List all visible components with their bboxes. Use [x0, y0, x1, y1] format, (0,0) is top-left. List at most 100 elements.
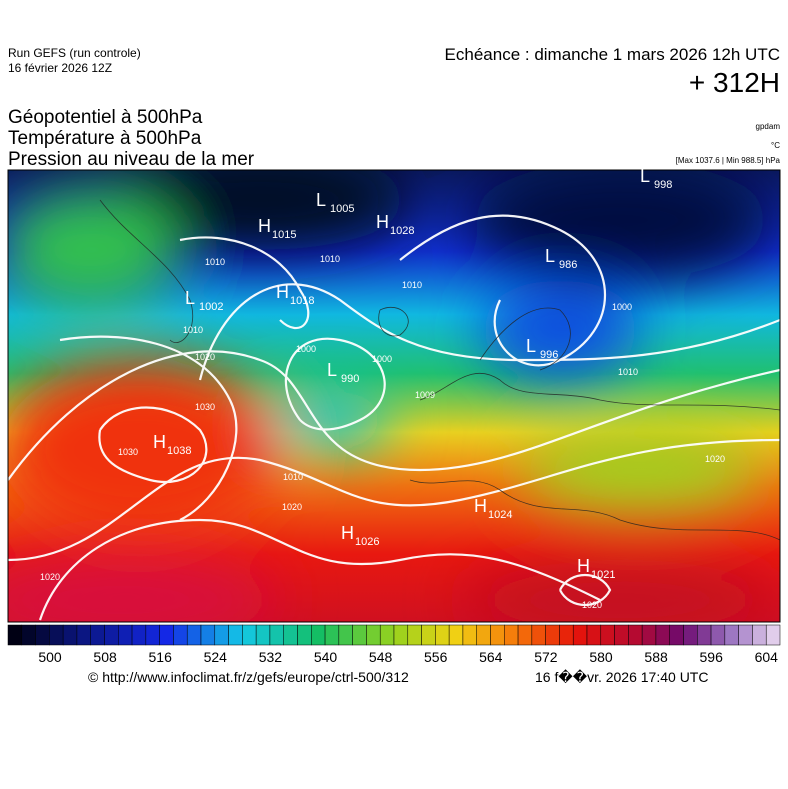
colorbar-label: 596 [700, 649, 724, 665]
colorbar-cell [435, 624, 450, 646]
title: Température à 500hPa [8, 128, 202, 149]
colorbar-cell [738, 624, 753, 646]
colorbar-cell [269, 624, 284, 646]
colorbar-cell [242, 624, 257, 646]
colorbar-cell [118, 624, 133, 646]
isobar-label: 1030 [118, 447, 138, 457]
colorbar-label: 572 [534, 649, 558, 665]
colorbar-label: 540 [314, 649, 338, 665]
isobar-label: 1020 [40, 572, 60, 582]
center-type: L [526, 336, 536, 356]
colorbar-label: 500 [38, 649, 62, 665]
colorbar-cell [600, 624, 615, 646]
colorbar-cell [462, 624, 477, 646]
lead-time: + 312H [688, 67, 780, 98]
center-value: 1021 [591, 569, 615, 581]
isobar-label: 1010 [320, 254, 340, 264]
colorbar-cell [90, 624, 105, 646]
isobar-label: 1020 [582, 600, 602, 610]
isobar-label: 1010 [183, 325, 203, 335]
colorbar-label: 516 [149, 649, 173, 665]
colorbar-cell [765, 624, 781, 646]
colorbar-cell [214, 624, 229, 646]
field [8, 170, 780, 622]
isobar-label: 1010 [618, 367, 638, 377]
colorbar-cell [531, 624, 546, 646]
colorbar-cell [62, 624, 78, 646]
colorbar-cell [283, 624, 298, 646]
colorbar-cell [559, 624, 574, 646]
colorbar-cell [476, 624, 491, 646]
center-value: 1028 [390, 225, 414, 237]
colorbar-cell [255, 624, 271, 646]
isobar-label: 1010 [205, 257, 225, 267]
center-type: H [376, 212, 389, 232]
colorbar-label: 532 [259, 649, 283, 665]
colorbar-cell [159, 624, 174, 646]
colorbar-label: 508 [93, 649, 117, 665]
colorbar-cell [407, 624, 422, 646]
colorbar-cell [311, 624, 326, 646]
title: Géopotentiel à 500hPa [8, 107, 203, 128]
colorbar: 500 508 516 524 532 540 548 556 564 572 580 588 596 6… [7, 624, 781, 665]
colorbar-cell [586, 624, 602, 646]
colorbar-cell [186, 624, 202, 646]
isobar-label: 1020 [282, 502, 302, 512]
colorbar-cell [724, 624, 739, 646]
center-value: 1026 [355, 536, 379, 548]
colorbar-cell [393, 624, 409, 646]
colorbar-label: 564 [479, 649, 503, 665]
center-value: 1005 [330, 203, 354, 215]
colorbar-cell [655, 624, 670, 646]
isobar-label: 1000 [612, 302, 632, 312]
colorbar-cell [297, 624, 312, 646]
colorbar-cell [614, 624, 629, 646]
colorbar-label: 548 [369, 649, 393, 665]
colorbar-cell [545, 624, 560, 646]
colorbar-cell [104, 624, 119, 646]
center-type: H [153, 432, 166, 452]
center-type: H [474, 496, 487, 516]
isobar-label: 1010 [402, 280, 422, 290]
center-type: L [640, 166, 650, 186]
colorbar-cell [352, 624, 367, 646]
center-type: L [327, 360, 337, 380]
isobar-label: 1000 [296, 344, 316, 354]
colorbar-cell [200, 624, 216, 646]
echeance: Echéance : dimanche 1 mars 2026 12h UTC [444, 45, 780, 64]
colorbar-cell [628, 624, 643, 646]
colorbar-cell [21, 624, 36, 646]
center-type: L [185, 288, 195, 308]
colorbar-label: 580 [589, 649, 613, 665]
colorbar-cell [49, 624, 64, 646]
unit: °C [771, 141, 780, 150]
center-value: 986 [559, 259, 577, 271]
footer-url: © http://www.infoclimat.fr/z/gefs/europe… [88, 669, 409, 685]
isobar-label: 1000 [372, 354, 392, 364]
colorbar-cell [324, 624, 340, 646]
colorbar-cell [379, 624, 395, 646]
center-type: L [316, 190, 326, 210]
isobar-label: 1020 [705, 454, 725, 464]
colorbar-cell [228, 624, 243, 646]
center-type: H [341, 523, 354, 543]
center-value: 1024 [488, 509, 512, 521]
colorbar-cell [697, 624, 712, 646]
colorbar-cell [669, 624, 684, 646]
colorbar-cell [710, 624, 726, 646]
colorbar-cell [448, 624, 464, 646]
colorbar-cell [641, 624, 657, 646]
colorbar-cell [572, 624, 588, 646]
colorbar-cell [421, 624, 436, 646]
colorbar-label: 588 [644, 649, 668, 665]
center-type: H [258, 216, 271, 236]
title: Pression au niveau de la mer [8, 149, 255, 170]
unit: [Max 1037.6 | Min 988.5] hPa [675, 156, 780, 165]
isobar-label: 1010 [283, 472, 303, 482]
center-value: 1015 [272, 229, 296, 241]
colorbar-cell [517, 624, 533, 646]
colorbar-cell [366, 624, 381, 646]
center-value: 990 [341, 373, 359, 385]
